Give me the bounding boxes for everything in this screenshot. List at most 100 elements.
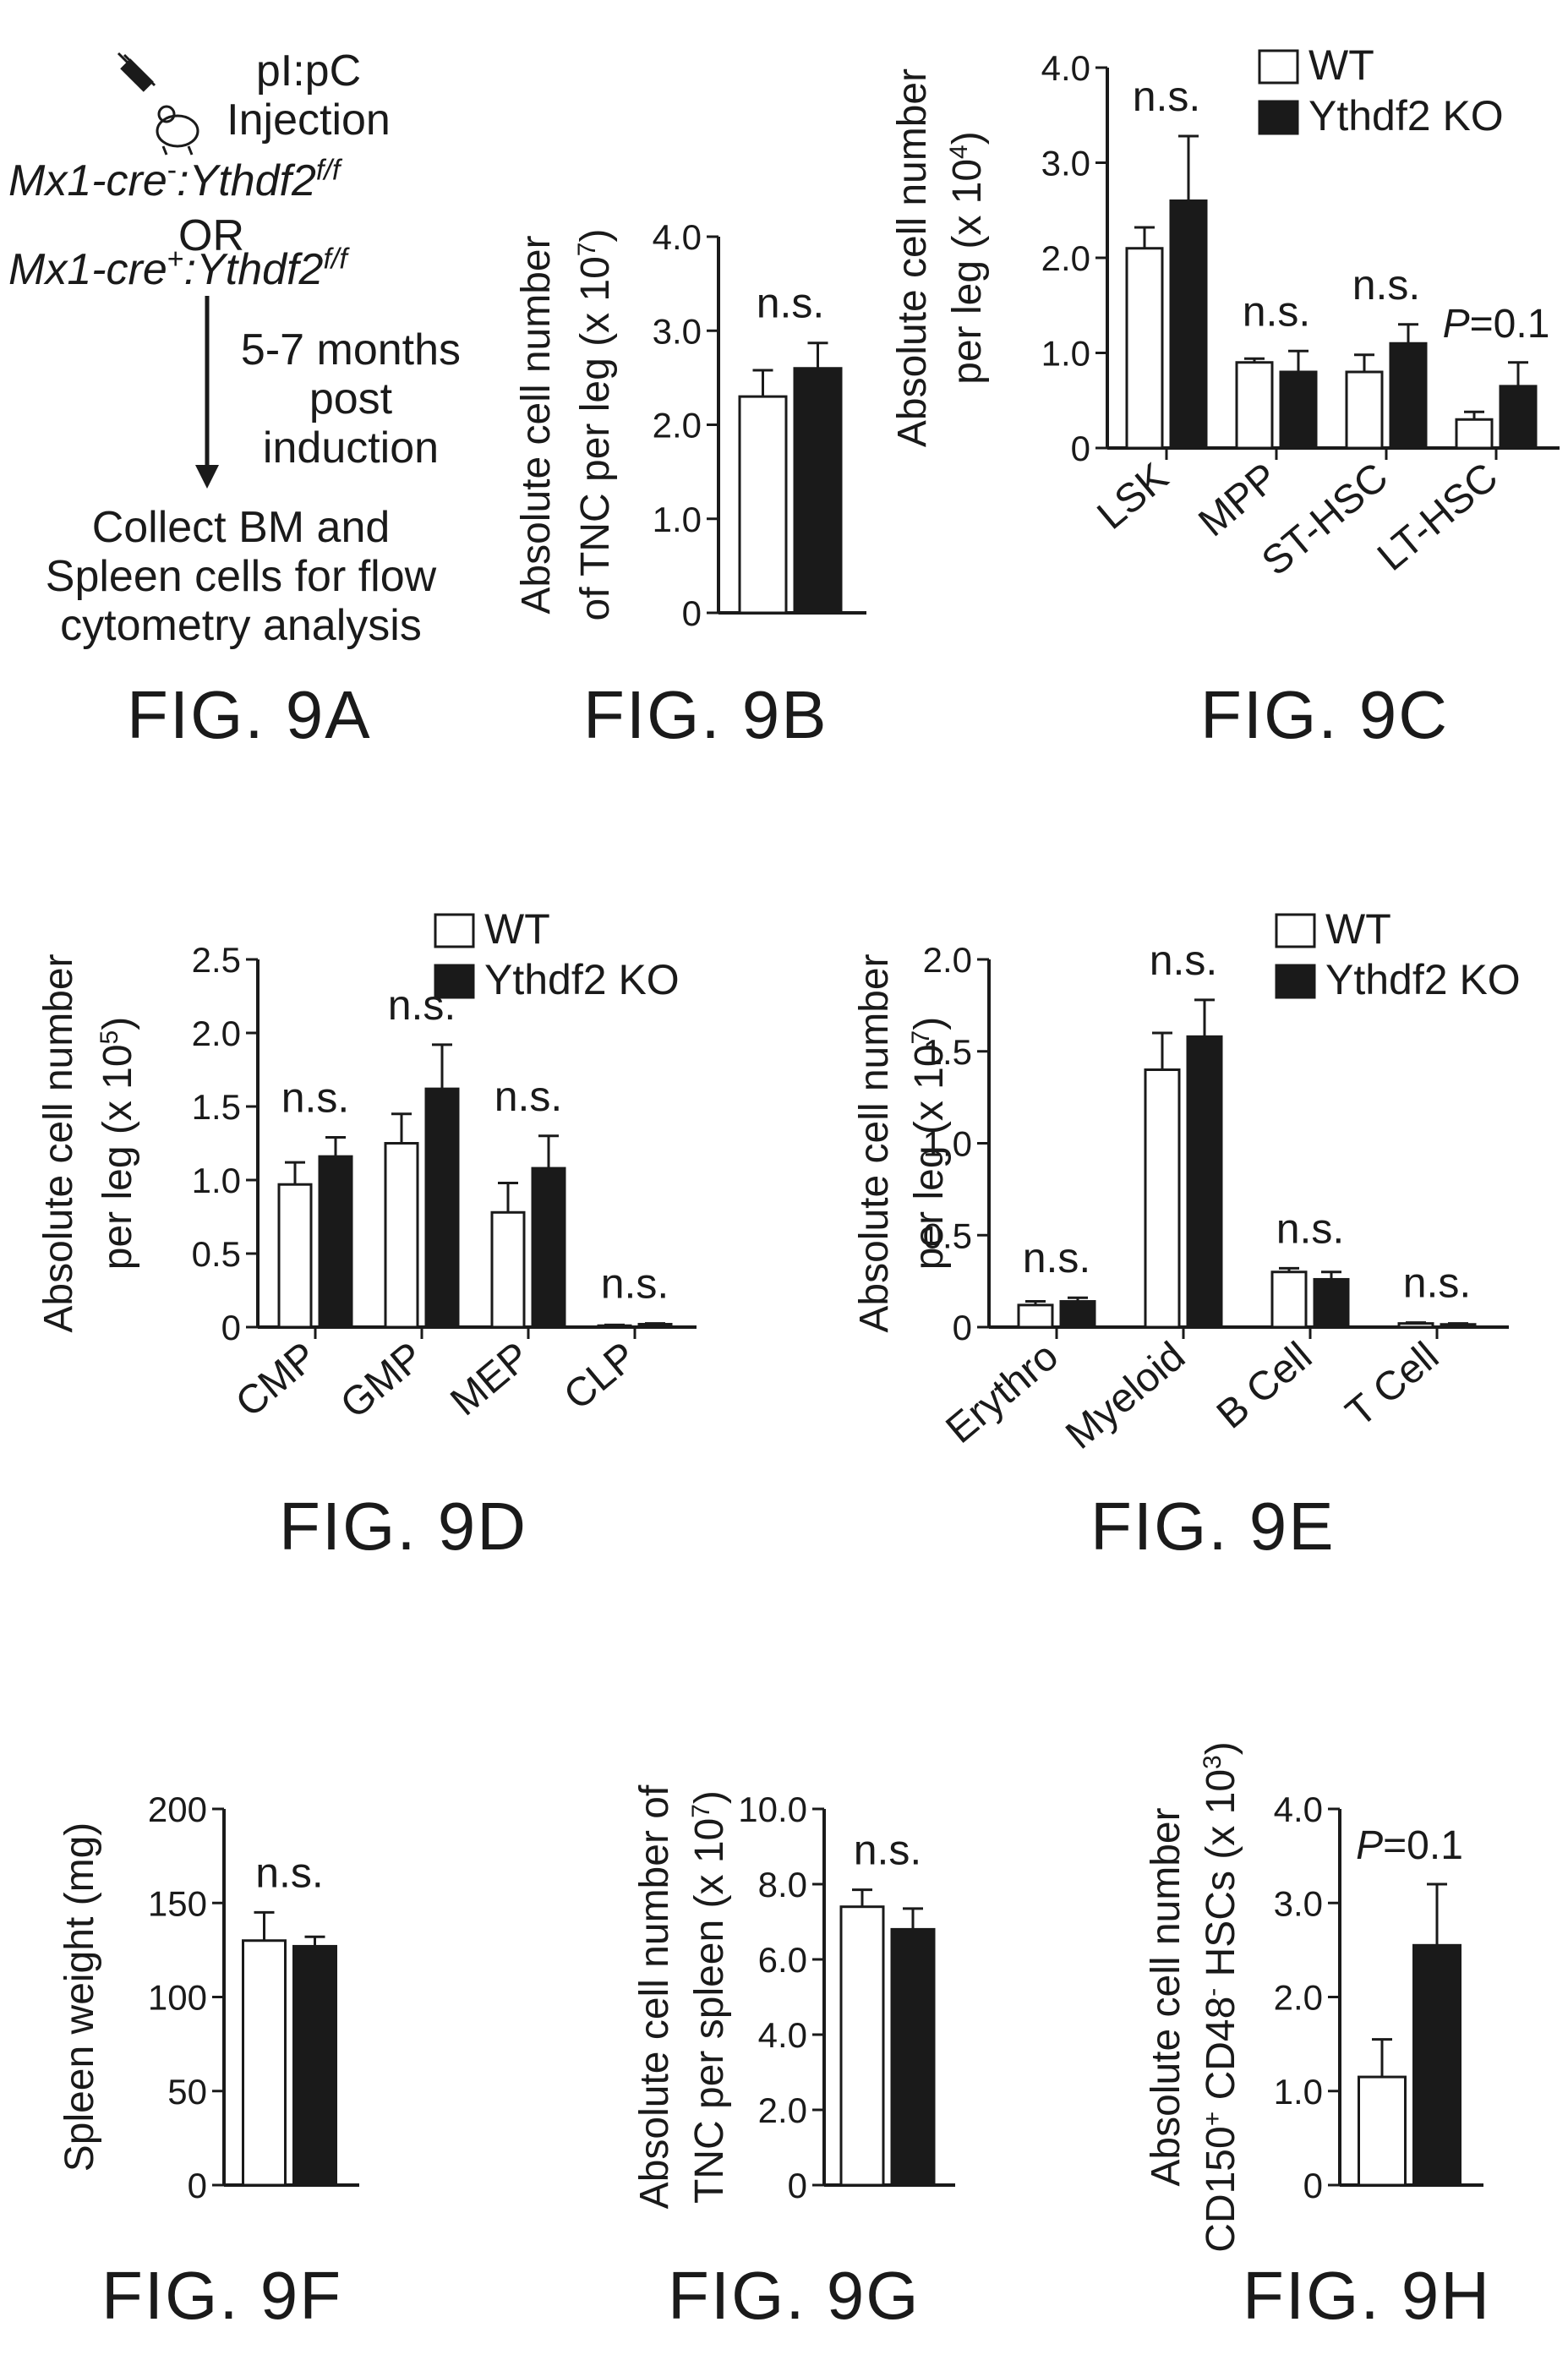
y-tick-label: 2.0	[923, 940, 972, 980]
fig-label-b: FIG. 9B	[583, 677, 828, 752]
category-label: GMP	[332, 1334, 432, 1428]
fig-label-d: FIG. 9D	[279, 1489, 528, 1564]
y-axis-label-tail: )	[907, 1017, 952, 1030]
y-tick-label: 1.0	[192, 1161, 241, 1200]
ns-annotation: n.s.	[757, 280, 825, 327]
time-text: 5-7 months post induction	[228, 325, 473, 473]
p-rest: =0.1	[1470, 302, 1550, 347]
y-axis-label-tail: )	[573, 229, 618, 243]
legend-swatch-ko	[1258, 100, 1299, 135]
y-tick-label: 4.0	[758, 2015, 807, 2055]
fig-label-e: FIG. 9E	[1090, 1489, 1336, 1564]
syringe-mouse-icon	[117, 52, 199, 156]
legend-label-wt: WT	[1325, 905, 1391, 953]
y-axis-label-line2: of TNC per leg (x 107)	[573, 229, 619, 621]
bar-wt	[1017, 1303, 1054, 1329]
y-axis-label-text: TNC per spleen (x 10	[687, 1818, 732, 2204]
mouse2-genotype: Mx1-cre+:Ythdf2f/f	[8, 245, 465, 294]
category-label: LT-HSC	[1369, 455, 1506, 580]
fig-label-h: FIG. 9H	[1243, 2258, 1492, 2333]
y-tick-label: 1.5	[192, 1087, 241, 1127]
time-line1: 5-7 months	[240, 325, 462, 374]
bar-ko	[1499, 385, 1538, 450]
ff-sup: f/f	[315, 154, 341, 187]
pipc-text: pI:pC	[255, 46, 362, 96]
legend-label-wt: WT	[484, 905, 550, 953]
fig-label-g: FIG. 9G	[668, 2258, 921, 2333]
mx1cre-text: Mx1-cre	[8, 245, 167, 294]
y-axis-label-tail: )	[945, 131, 990, 145]
ns-annotation: n.s.	[601, 1260, 669, 1308]
legend-label-ko: Ythdf2 KO	[1325, 956, 1521, 1003]
legend-swatch-wt	[1275, 913, 1316, 948]
ns-annotation: n.s.	[1133, 73, 1201, 120]
legend-label-ko: Ythdf2 KO	[1308, 92, 1504, 139]
mx1cre-text: Mx1-cre	[8, 156, 167, 205]
y-tick-label: 2.5	[192, 940, 241, 980]
plus-sup: +	[167, 243, 184, 276]
y-tick-label: 3.0	[1041, 144, 1090, 183]
y-axis-exponent: 4	[945, 145, 973, 159]
y-tick-label: 1.0	[923, 1124, 972, 1164]
bar-wt	[1358, 2075, 1407, 2187]
legend-label-ko: Ythdf2 KO	[484, 956, 680, 1003]
y-tick-label: 0.5	[923, 1216, 972, 1255]
y-axis-exponent: 7	[573, 243, 601, 257]
category-label: MPP	[1190, 455, 1287, 545]
y-tick-label: 0.5	[192, 1234, 241, 1274]
fig-label-a: FIG. 9A	[127, 677, 372, 752]
y-axis-label-tail: )	[687, 1790, 732, 1804]
p-rest: =0.1	[1383, 1823, 1463, 1868]
bar-ko	[1389, 342, 1428, 450]
y-tick-label: 4.0	[1041, 48, 1090, 88]
y-tick-label: 6.0	[758, 1940, 807, 1980]
ns-annotation: n.s.	[1243, 287, 1311, 335]
y-tick-label: 0	[788, 2166, 807, 2205]
y-axis-label-line2: per leg (x 104)	[945, 131, 991, 384]
bar-ko	[318, 1155, 353, 1329]
bar-wt	[242, 1939, 287, 2187]
y-tick-label: 2.0	[758, 2090, 807, 2130]
y-tick-label: 1.5	[923, 1032, 972, 1072]
plus-sup: +	[1199, 2112, 1227, 2127]
time-line3: induction	[262, 423, 440, 473]
y-tick-label: 4.0	[653, 217, 702, 257]
bar-wt	[839, 1905, 885, 2187]
y-tick-label: 100	[148, 1978, 207, 2018]
bar-ko	[793, 367, 843, 615]
y-axis-label-tail: )	[1199, 1741, 1243, 1755]
p-value-annotation: P=0.1	[1356, 1823, 1463, 1868]
y-axis-label-line2: CD150+ CD48- HSCs (x 103)	[1199, 1741, 1244, 2252]
y-axis-label-line1: Absolute cell number	[1144, 1807, 1188, 2186]
y-tick-label: 0	[953, 1308, 972, 1347]
ff-sup: f/f	[323, 243, 347, 276]
bar-ko	[424, 1087, 460, 1329]
category-label: Erythro	[937, 1334, 1067, 1452]
bar-wt	[1125, 247, 1164, 450]
p-value-annotation: P=0.1	[1443, 302, 1550, 347]
ythdf2-text: :Ythdf2	[183, 245, 324, 294]
y-axis-label-line1: Absolute cell number	[36, 953, 81, 1332]
y-axis-label-line2: TNC per spleen (x 107)	[687, 1790, 733, 2204]
y-tick-label: 50	[167, 2072, 207, 2112]
y-tick-label: 3.0	[653, 311, 702, 351]
chart-d: 0 0.5 1.0 1.5 2.0 2.5 Absolute cell number per …	[36, 905, 697, 1428]
p-letter: P	[1356, 1823, 1383, 1868]
ns-annotation: n.s.	[1403, 1259, 1472, 1307]
bar-wt	[1235, 361, 1274, 450]
y-tick-label: 1.0	[1041, 334, 1090, 374]
y-axis-exponent: 5	[96, 1030, 123, 1045]
chart-h: 0 1.0 2.0 3.0 4.0 Absolute cell numberCD150+ …	[1144, 1741, 1483, 2253]
y-axis-label-text: of TNC per leg (x 10	[573, 256, 618, 620]
y-axis-label-line2: per leg (x 105)	[96, 1017, 141, 1270]
legend-swatch-wt	[1258, 49, 1299, 85]
y-axis-exponent: 3	[1199, 1755, 1227, 1769]
bar-ko	[1412, 1943, 1461, 2187]
category-label: Myeloid	[1057, 1334, 1194, 1458]
y-tick-label: 150	[148, 1883, 207, 1923]
chart-f: 0 50 100 150 200 Spleen weight (mg) n.s.	[57, 1789, 359, 2205]
y-tick-label: 200	[148, 1789, 207, 1829]
y-axis-exponent: 7	[687, 1804, 715, 1818]
y-axis-label-line1: Absolute cell number	[514, 235, 559, 614]
